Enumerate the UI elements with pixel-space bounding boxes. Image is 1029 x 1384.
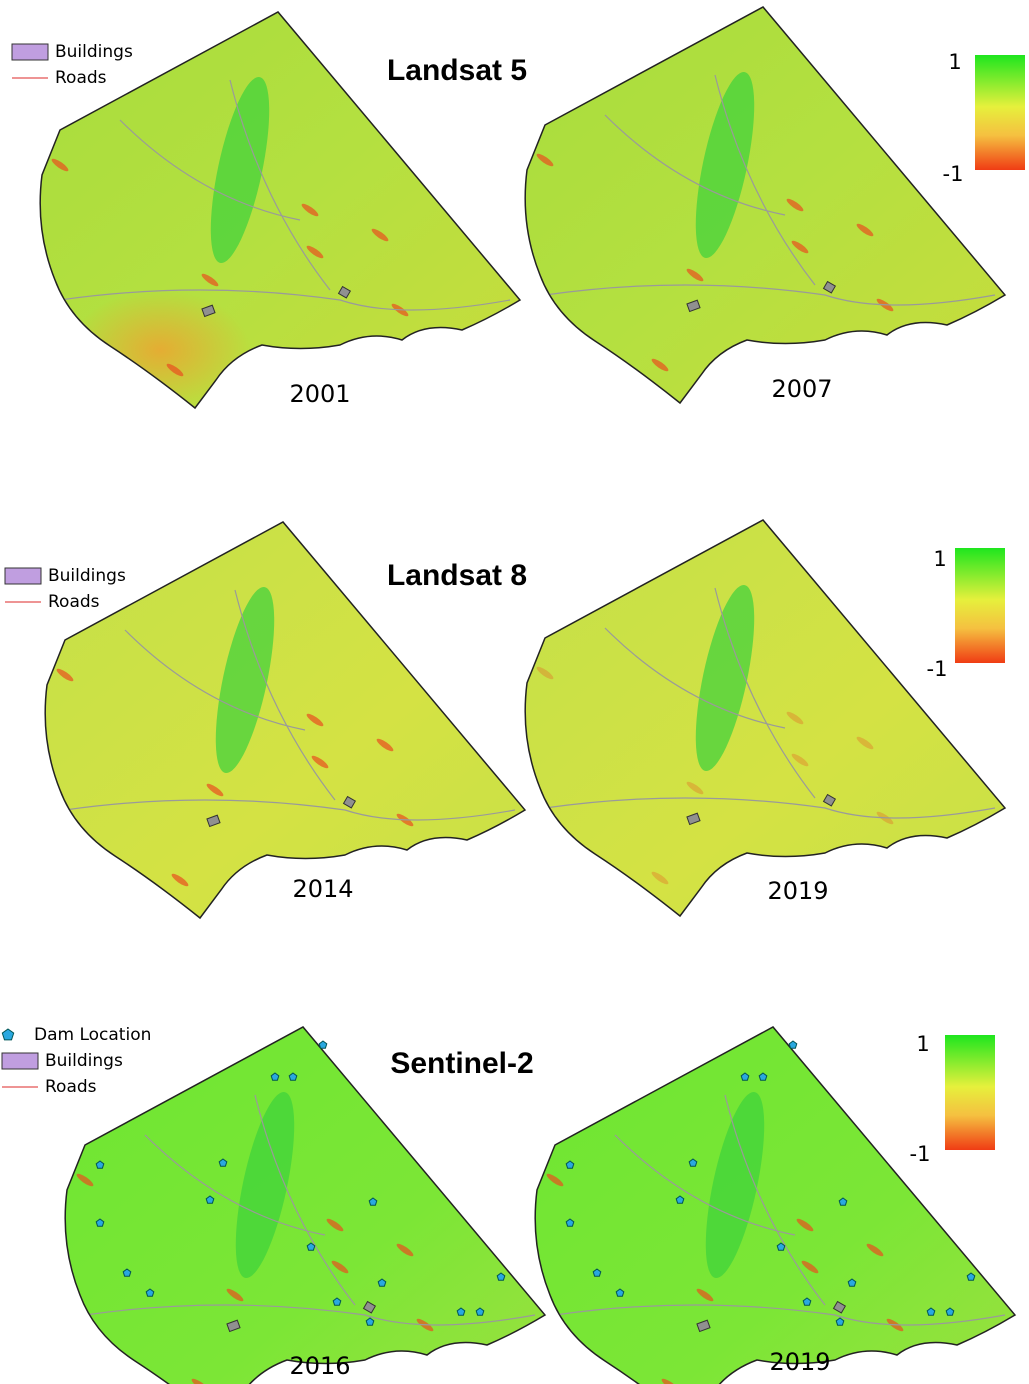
panel-title: Landsat 5 <box>387 54 527 87</box>
colorbar-min: -1 <box>910 1142 931 1166</box>
colorbar <box>955 548 1005 663</box>
dry-zone <box>70 290 250 410</box>
colorbar-min: -1 <box>927 657 948 681</box>
legend-label: Buildings <box>55 42 133 62</box>
legend-label: Roads <box>48 592 100 612</box>
map-raster <box>65 1027 545 1384</box>
map-area <box>525 7 1005 403</box>
figure: 20012007Landsat 51-1BuildingsRoads201420… <box>0 0 1029 1384</box>
panel: 2001 2007 Landsat 5 1 -1 Buildings Roads <box>12 7 1025 410</box>
dam-marker <box>319 1041 327 1048</box>
map-raster <box>525 7 1005 403</box>
legend-label: Buildings <box>48 566 126 586</box>
colorbar-min: -1 <box>943 162 964 186</box>
legend-label: Buildings <box>45 1051 123 1071</box>
map-area <box>525 520 1005 916</box>
year-label: 2014 <box>292 875 353 903</box>
colorbar-max: 1 <box>933 547 946 571</box>
map-area <box>535 1027 1015 1384</box>
legend-label: Roads <box>55 68 107 88</box>
year-label: 2001 <box>289 380 350 408</box>
panel-title: Sentinel-2 <box>390 1047 533 1080</box>
year-label: 2016 <box>289 1352 350 1380</box>
legend-swatch <box>2 1053 38 1069</box>
dam-marker <box>789 1041 797 1048</box>
map-raster <box>525 520 1005 916</box>
year-label: 2007 <box>771 375 832 403</box>
map-raster <box>535 1027 1015 1384</box>
legend-label: Dam Location <box>34 1025 151 1045</box>
map-area <box>65 1027 545 1384</box>
colorbar <box>975 55 1025 170</box>
ndvi-map <box>525 520 1005 916</box>
legend-swatch <box>2 1029 13 1040</box>
colorbar-max: 1 <box>916 1032 929 1056</box>
legend-swatch <box>5 568 41 584</box>
panel-title: Landsat 8 <box>387 559 527 592</box>
ndvi-map <box>65 1027 545 1384</box>
legend-label: Roads <box>45 1077 97 1097</box>
ndvi-map <box>535 1027 1015 1384</box>
year-label: 2019 <box>767 877 828 905</box>
colorbar <box>945 1035 995 1150</box>
panel: 2016 2019 Sentinel-2 1 -1 Dam Location Buildin… <box>2 1025 1015 1384</box>
colorbar-max: 1 <box>948 50 961 74</box>
ndvi-map <box>525 7 1005 403</box>
year-label: 2019 <box>769 1348 830 1376</box>
panel: 2014 2019 Landsat 8 1 -1 Buildings Roads <box>5 520 1005 918</box>
legend-swatch <box>12 44 48 60</box>
